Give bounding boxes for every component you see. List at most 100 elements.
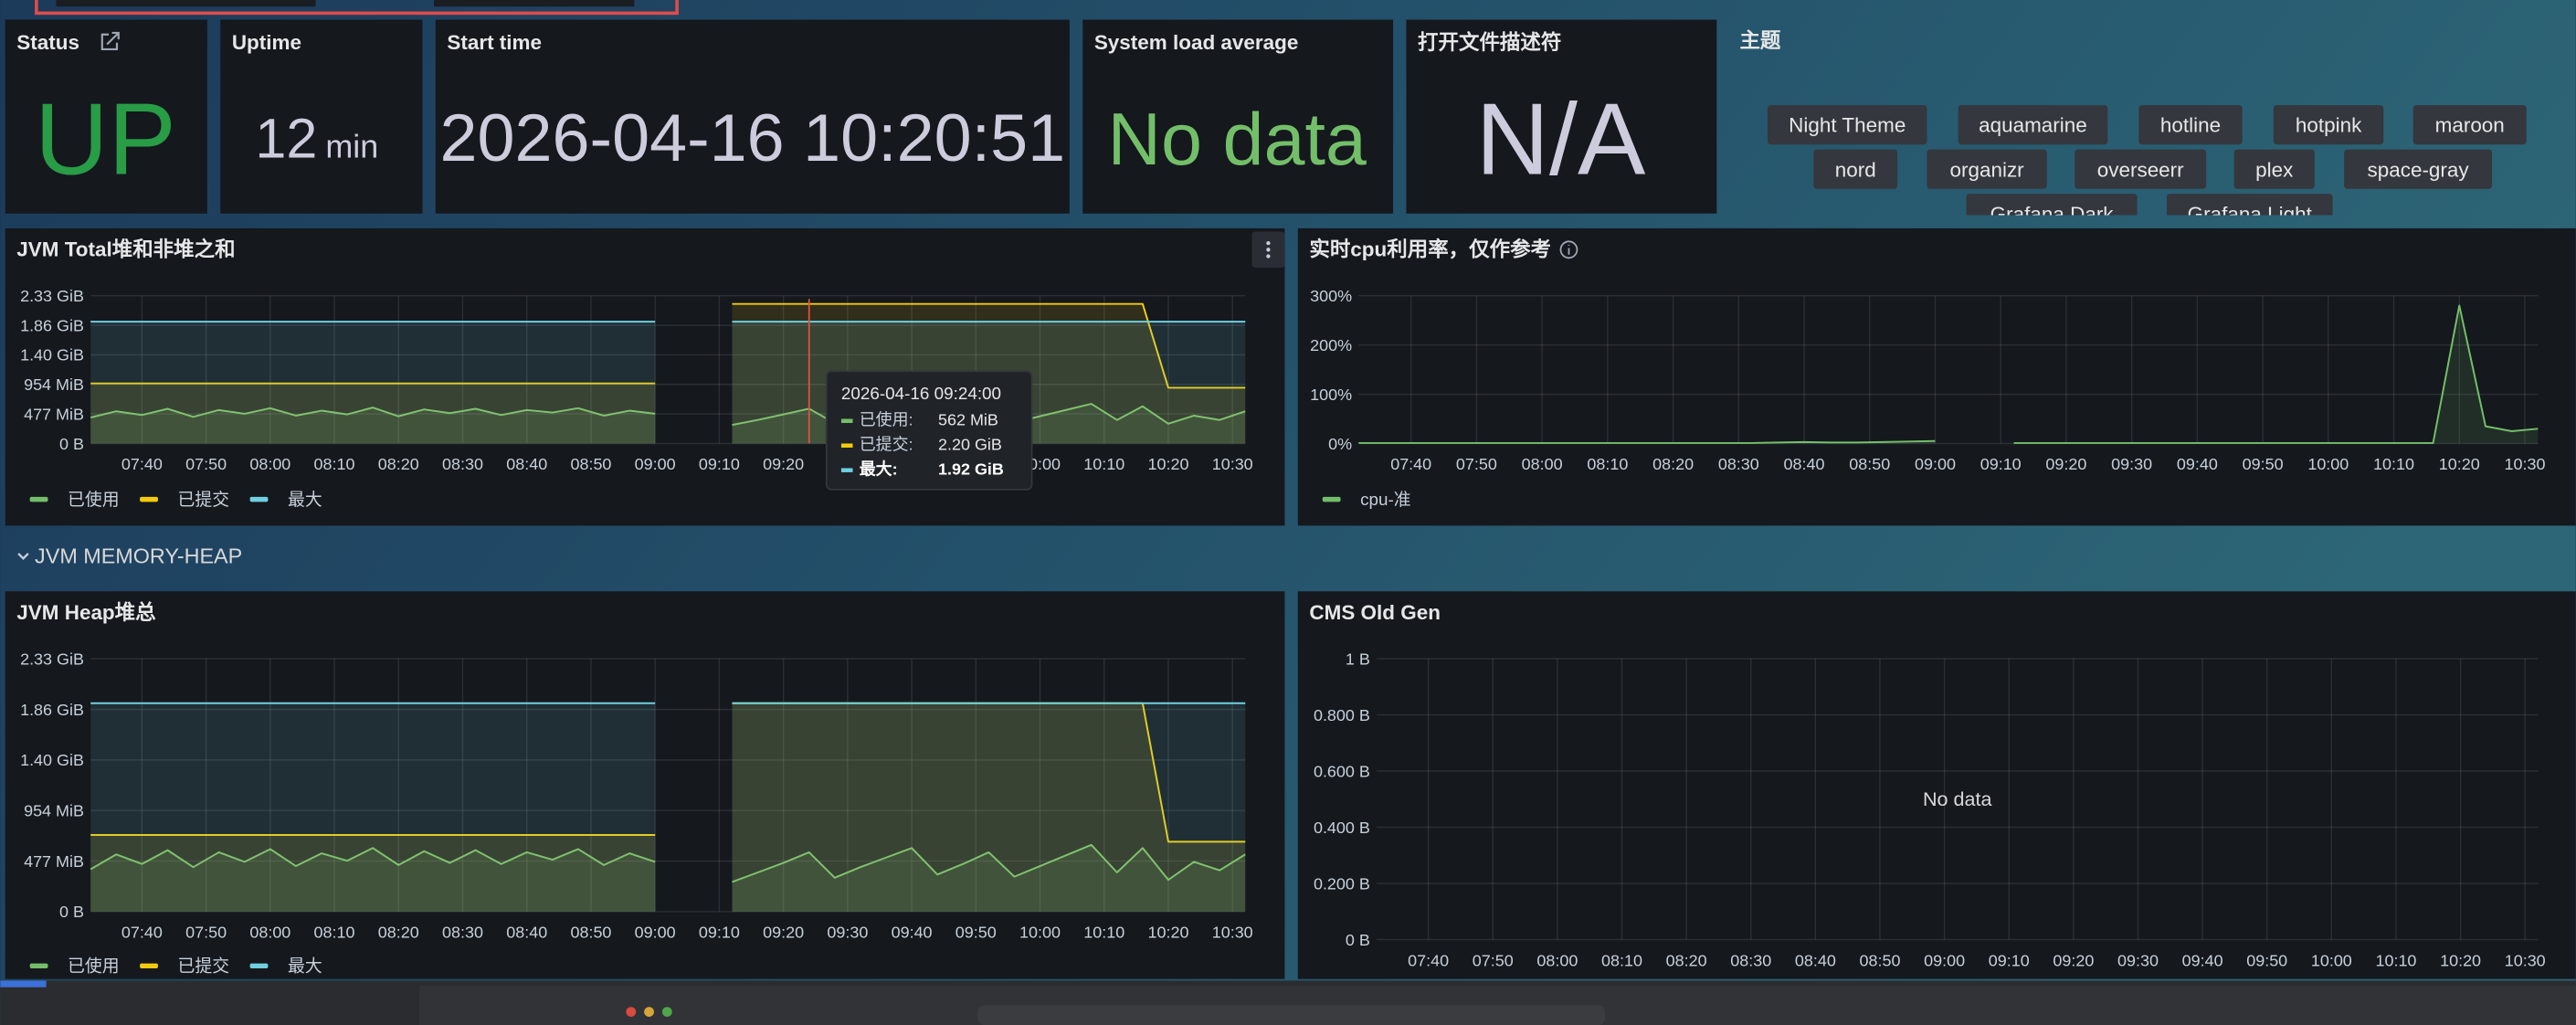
x-tick-label: 09:00 [1924,951,1965,969]
row-title[interactable]: JVM MEMORY-HEAP [35,544,242,568]
button-label[interactable]: hotline [2160,114,2221,137]
theme-button[interactable]: Night Theme [1768,105,1927,145]
x-tick-label: 10:30 [1212,455,1253,473]
legend-label[interactable]: cpu-准 [1360,490,1411,509]
theme-button[interactable]: Grafana Light [2166,194,2333,233]
x-tick-label: 08:40 [1784,455,1825,473]
panel-title: JVM Heap堆总 [16,600,156,624]
panel-title: 实时cpu利用率，仅作参考 [1309,237,1551,260]
button-label[interactable]: nord [1835,158,1876,181]
x-tick-label: 09:50 [955,924,997,942]
button-bg[interactable] [1813,149,1898,189]
button-label[interactable]: organizr [1949,158,2024,181]
x-tick-label: 09:20 [2045,455,2086,473]
theme-button[interactable]: aquamarine [1958,105,2108,145]
legend-label[interactable]: 已使用 [68,956,120,976]
theme-button[interactable]: hotpink [2273,105,2384,145]
x-tick-label: 08:00 [249,455,290,473]
x-tick-label: 09:40 [892,924,933,942]
x-tick-label: 08:10 [314,924,355,942]
legend-swatch[interactable] [29,963,48,968]
x-tick-label: 08:40 [1795,951,1836,969]
panel [5,19,207,214]
x-tick-label: 07:40 [1408,951,1449,969]
theme-button[interactable]: Grafana Dark [1966,194,2138,233]
legend-swatch[interactable] [140,963,158,968]
x-tick-label: 07:40 [1390,455,1431,473]
theme-button[interactable]: nord [1813,149,1898,189]
y-tick-label: 2.33 GiB [20,650,84,668]
series-line [90,302,1246,389]
button-label[interactable]: hotpink [2296,114,2362,137]
panel [1297,227,2576,526]
button-bg[interactable] [2138,105,2243,145]
theme-button[interactable]: organizr [1927,149,2047,189]
x-tick-label: 09:20 [763,455,804,473]
button-bg[interactable] [2166,194,2333,233]
x-tick-label: 08:50 [570,924,611,942]
x-tick-label: 09:10 [1989,951,2030,969]
y-tick-label: 1.86 GiB [20,316,84,334]
legend-label[interactable]: 最大 [288,956,322,976]
y-tick-label: 0 B [59,435,84,453]
button-label[interactable]: Grafana Light [2188,203,2313,226]
button-label[interactable]: maroon [2435,114,2505,137]
button-bg[interactable] [1927,149,2047,189]
legend-swatch[interactable] [140,496,158,502]
x-tick-label: 08:00 [1536,951,1578,969]
external-link-icon[interactable] [100,31,120,51]
x-tick-label: 08:20 [378,455,419,473]
theme-button[interactable]: maroon [2412,105,2527,145]
theme-button[interactable]: plex [2233,149,2315,189]
legend-label[interactable]: 已提交 [178,490,230,509]
tooltip-value: 2.20 GiB [938,436,1002,454]
panel [1082,19,1394,214]
x-tick-label: 09:50 [2243,455,2284,473]
button-bg[interactable] [2075,149,2207,189]
button-bg[interactable] [1958,105,2108,145]
theme-button[interactable]: hotline [2138,105,2243,145]
button-label[interactable]: overseerr [2097,158,2184,181]
x-tick-label: 08:50 [1849,455,1890,473]
chart: JVM Total堆和非堆之和 0 B 477 MiB 954 MiB 1.40 GiB… [16,237,1252,508]
button-label[interactable]: space-gray [2367,158,2469,181]
x-tick-label: 08:30 [442,455,483,473]
theme-button[interactable]: overseerr [2075,149,2207,189]
button-bg[interactable] [2233,149,2315,189]
button-bg[interactable] [1966,194,2138,233]
x-tick-label: 10:20 [2440,951,2481,969]
button-bg[interactable] [1768,105,1927,145]
info-icon[interactable] [1559,240,1578,259]
legend-label[interactable]: 最大 [288,490,322,509]
legend-swatch[interactable] [249,963,269,968]
button-label[interactable]: plex [2255,158,2293,181]
panel [1297,591,2576,979]
button-bg[interactable] [2344,149,2492,189]
button-label[interactable]: Grafana Dark [1990,203,2115,226]
tooltip-time: 2026-04-16 09:24:00 [841,384,1001,403]
x-tick-label: 10:10 [1083,455,1124,473]
x-tick-label: 10:30 [1212,924,1253,942]
x-tick-label: 07:50 [185,924,227,942]
theme-button[interactable]: space-gray [2344,149,2492,189]
row-chevron[interactable] [17,553,29,560]
legend-swatch[interactable] [29,496,48,502]
x-tick-label: 09:30 [827,924,868,942]
tooltip-bg [825,370,1033,491]
series-fill [90,703,1246,912]
x-tick-label: 10:20 [1147,924,1188,942]
button-label[interactable]: Night Theme [1789,114,1906,137]
y-tick-label: 0 B [1346,931,1370,949]
y-tick-label: 0.600 B [1314,762,1370,780]
menu-dots [1266,240,1271,259]
button-bg[interactable] [2412,105,2527,145]
legend-label[interactable]: 已提交 [178,956,230,976]
y-tick-label: 1.40 GiB [20,751,84,769]
x-tick-label: 09:10 [699,924,740,942]
legend-swatch[interactable] [249,496,269,502]
x-tick-label: 10:00 [1019,924,1061,942]
legend-label[interactable]: 已使用 [68,490,120,509]
legend-swatch[interactable] [1322,496,1341,502]
button-label[interactable]: aquamarine [1979,114,2087,137]
button-bg[interactable] [2273,105,2384,145]
